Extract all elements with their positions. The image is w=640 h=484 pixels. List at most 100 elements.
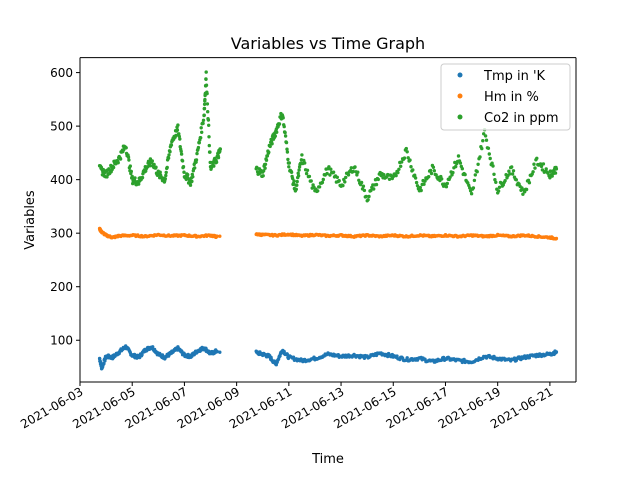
data-point [341,183,345,188]
data-point [480,146,484,151]
data-point [118,157,123,161]
data-point [218,350,222,354]
data-point [369,188,373,193]
data-point [215,349,219,354]
data-point [361,184,366,188]
data-point [553,171,558,175]
data-point [163,177,167,181]
data-point [270,142,274,146]
y-tick-label: 200 [50,280,73,294]
data-point [291,355,296,359]
data-point [456,154,461,158]
data-point [295,179,299,184]
data-point [554,167,559,171]
data-point [494,180,498,184]
data-point [126,155,131,159]
data-point [133,176,137,180]
data-point [376,177,380,182]
data-point [129,169,133,174]
legend-label-tmp-in-k: Tmp in 'K [483,69,546,84]
data-point [137,182,141,186]
data-point [160,353,165,357]
data-point [408,158,412,162]
data-point [484,138,489,142]
data-point [463,172,467,177]
data-point [284,140,289,145]
y-tick-label: 500 [50,120,73,134]
data-point [166,156,171,160]
data-point [124,146,128,150]
data-point [451,170,455,175]
data-point [550,174,554,178]
data-point [486,146,491,150]
data-point [207,135,211,139]
y-tick-label: 300 [50,227,73,241]
data-point [195,151,199,156]
data-point [273,134,277,138]
x-axis-label: Time [311,452,344,467]
data-point [264,158,269,162]
data-point [265,154,270,158]
data-point [281,116,285,120]
data-point [140,175,145,180]
data-point [331,170,336,174]
data-point [476,162,480,166]
data-point [404,146,408,151]
data-point [262,169,266,173]
data-point [434,173,438,177]
data-point [372,187,376,191]
data-point [202,106,207,111]
data-point [197,141,201,145]
data-point [201,118,206,123]
data-point [428,168,433,173]
data-point [167,153,171,157]
data-point [304,171,309,176]
data-point [387,177,392,181]
data-point [544,167,548,171]
data-point [481,139,485,143]
data-point [212,164,216,168]
data-point [395,354,399,358]
data-point [148,164,152,168]
data-point [267,150,271,154]
data-point [286,157,290,162]
data-point [448,175,452,179]
chart-title: Variables vs Time Graph [231,34,425,53]
data-point [208,150,212,154]
data-point [152,162,156,167]
data-point [406,156,410,160]
data-point [186,173,190,177]
data-point [359,180,364,185]
data-point [396,170,400,175]
data-point [337,179,341,183]
data-point [362,188,367,193]
data-point [546,171,550,175]
data-point [532,162,536,166]
data-point [357,178,361,182]
data-point [540,168,545,172]
data-point [303,161,307,165]
data-point [399,164,403,168]
data-point [422,182,426,186]
data-point [353,165,357,169]
data-point [179,152,184,156]
data-point [496,189,501,193]
data-point [419,188,423,193]
data-point [423,179,427,183]
y-axis: 100 200 300 400 500 600 [50,66,80,348]
data-point [268,144,272,149]
data-point [199,136,203,140]
data-point [351,169,355,174]
data-point [483,134,488,138]
data-point [440,177,444,181]
data-point [190,179,194,184]
legend-marker-hm-in [457,93,463,99]
data-point [297,168,301,172]
data-point [275,130,279,134]
data-point [429,171,434,176]
data-point [176,123,180,127]
data-point [283,134,288,138]
data-point [204,77,208,82]
data-point [207,143,211,148]
data-point [151,345,155,349]
